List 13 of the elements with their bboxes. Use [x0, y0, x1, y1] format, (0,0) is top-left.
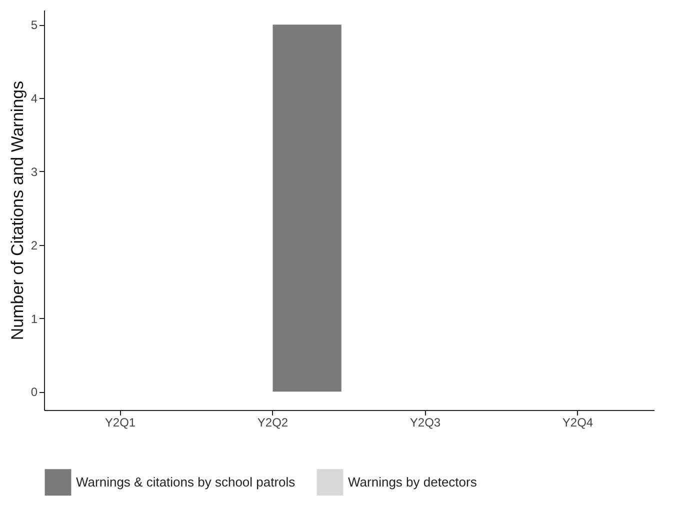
- y-tick-label: 4: [30, 92, 38, 106]
- y-tick-label: 3: [30, 164, 38, 179]
- y-tick-label: 0: [30, 385, 38, 400]
- y-tick-label: 1: [30, 312, 38, 326]
- x-tick-label: Y2Q3: [410, 416, 441, 430]
- y-axis-title: Number of Citations and Warnings: [8, 80, 27, 340]
- y-tick-label: 2: [30, 238, 38, 252]
- x-tick-label: Y2Q2: [257, 416, 288, 430]
- x-tick-label: Y2Q4: [562, 416, 594, 430]
- legend-label: Warnings by detectors: [348, 474, 478, 490]
- legend-label: Warnings & citations by school patrols: [76, 474, 296, 490]
- y-tick-label: 5: [30, 18, 38, 32]
- x-tick-label: Y2Q1: [104, 416, 136, 430]
